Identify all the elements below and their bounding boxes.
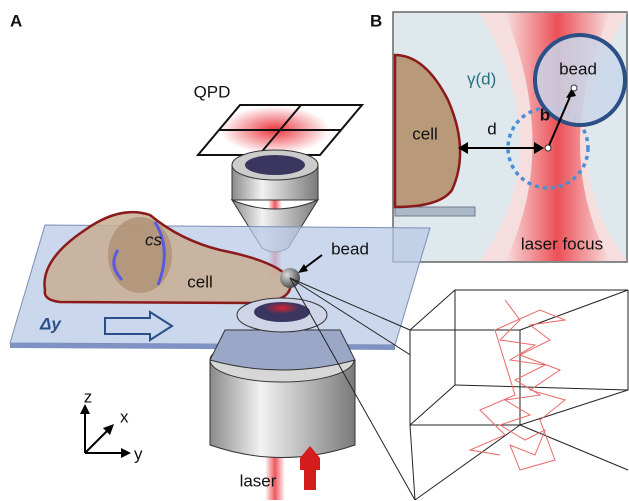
cell-label: cell — [187, 272, 213, 291]
cell-label: cell — [412, 124, 438, 143]
bead-label: bead — [559, 59, 597, 78]
displacement-label: b — [540, 105, 550, 124]
qpd: QPD — [194, 82, 365, 156]
shift-label: Δy — [39, 314, 62, 333]
axis-label: y — [134, 444, 143, 463]
arrow-head — [298, 264, 308, 273]
panel-label: A — [10, 11, 22, 30]
axis-label: z — [84, 387, 93, 406]
panel-label: B — [370, 11, 382, 30]
friction-label: γ(d) — [467, 69, 496, 88]
coverslip-label: cs — [145, 230, 163, 249]
axis-label: x — [120, 407, 129, 426]
panel-b: bead b γ(d) cell d laser focus — [392, 11, 628, 263]
bead-label: bead — [331, 239, 369, 258]
coverslip: cell cs Δy — [9, 210, 431, 350]
lower-objective: laser — [209, 297, 356, 500]
laser-label: laser — [240, 471, 277, 490]
axes — [80, 404, 131, 458]
trajectory-box — [289, 277, 629, 501]
qpd-label: QPD — [194, 82, 231, 101]
distance-label: d — [487, 119, 496, 138]
focus-label: laser focus — [521, 234, 603, 253]
